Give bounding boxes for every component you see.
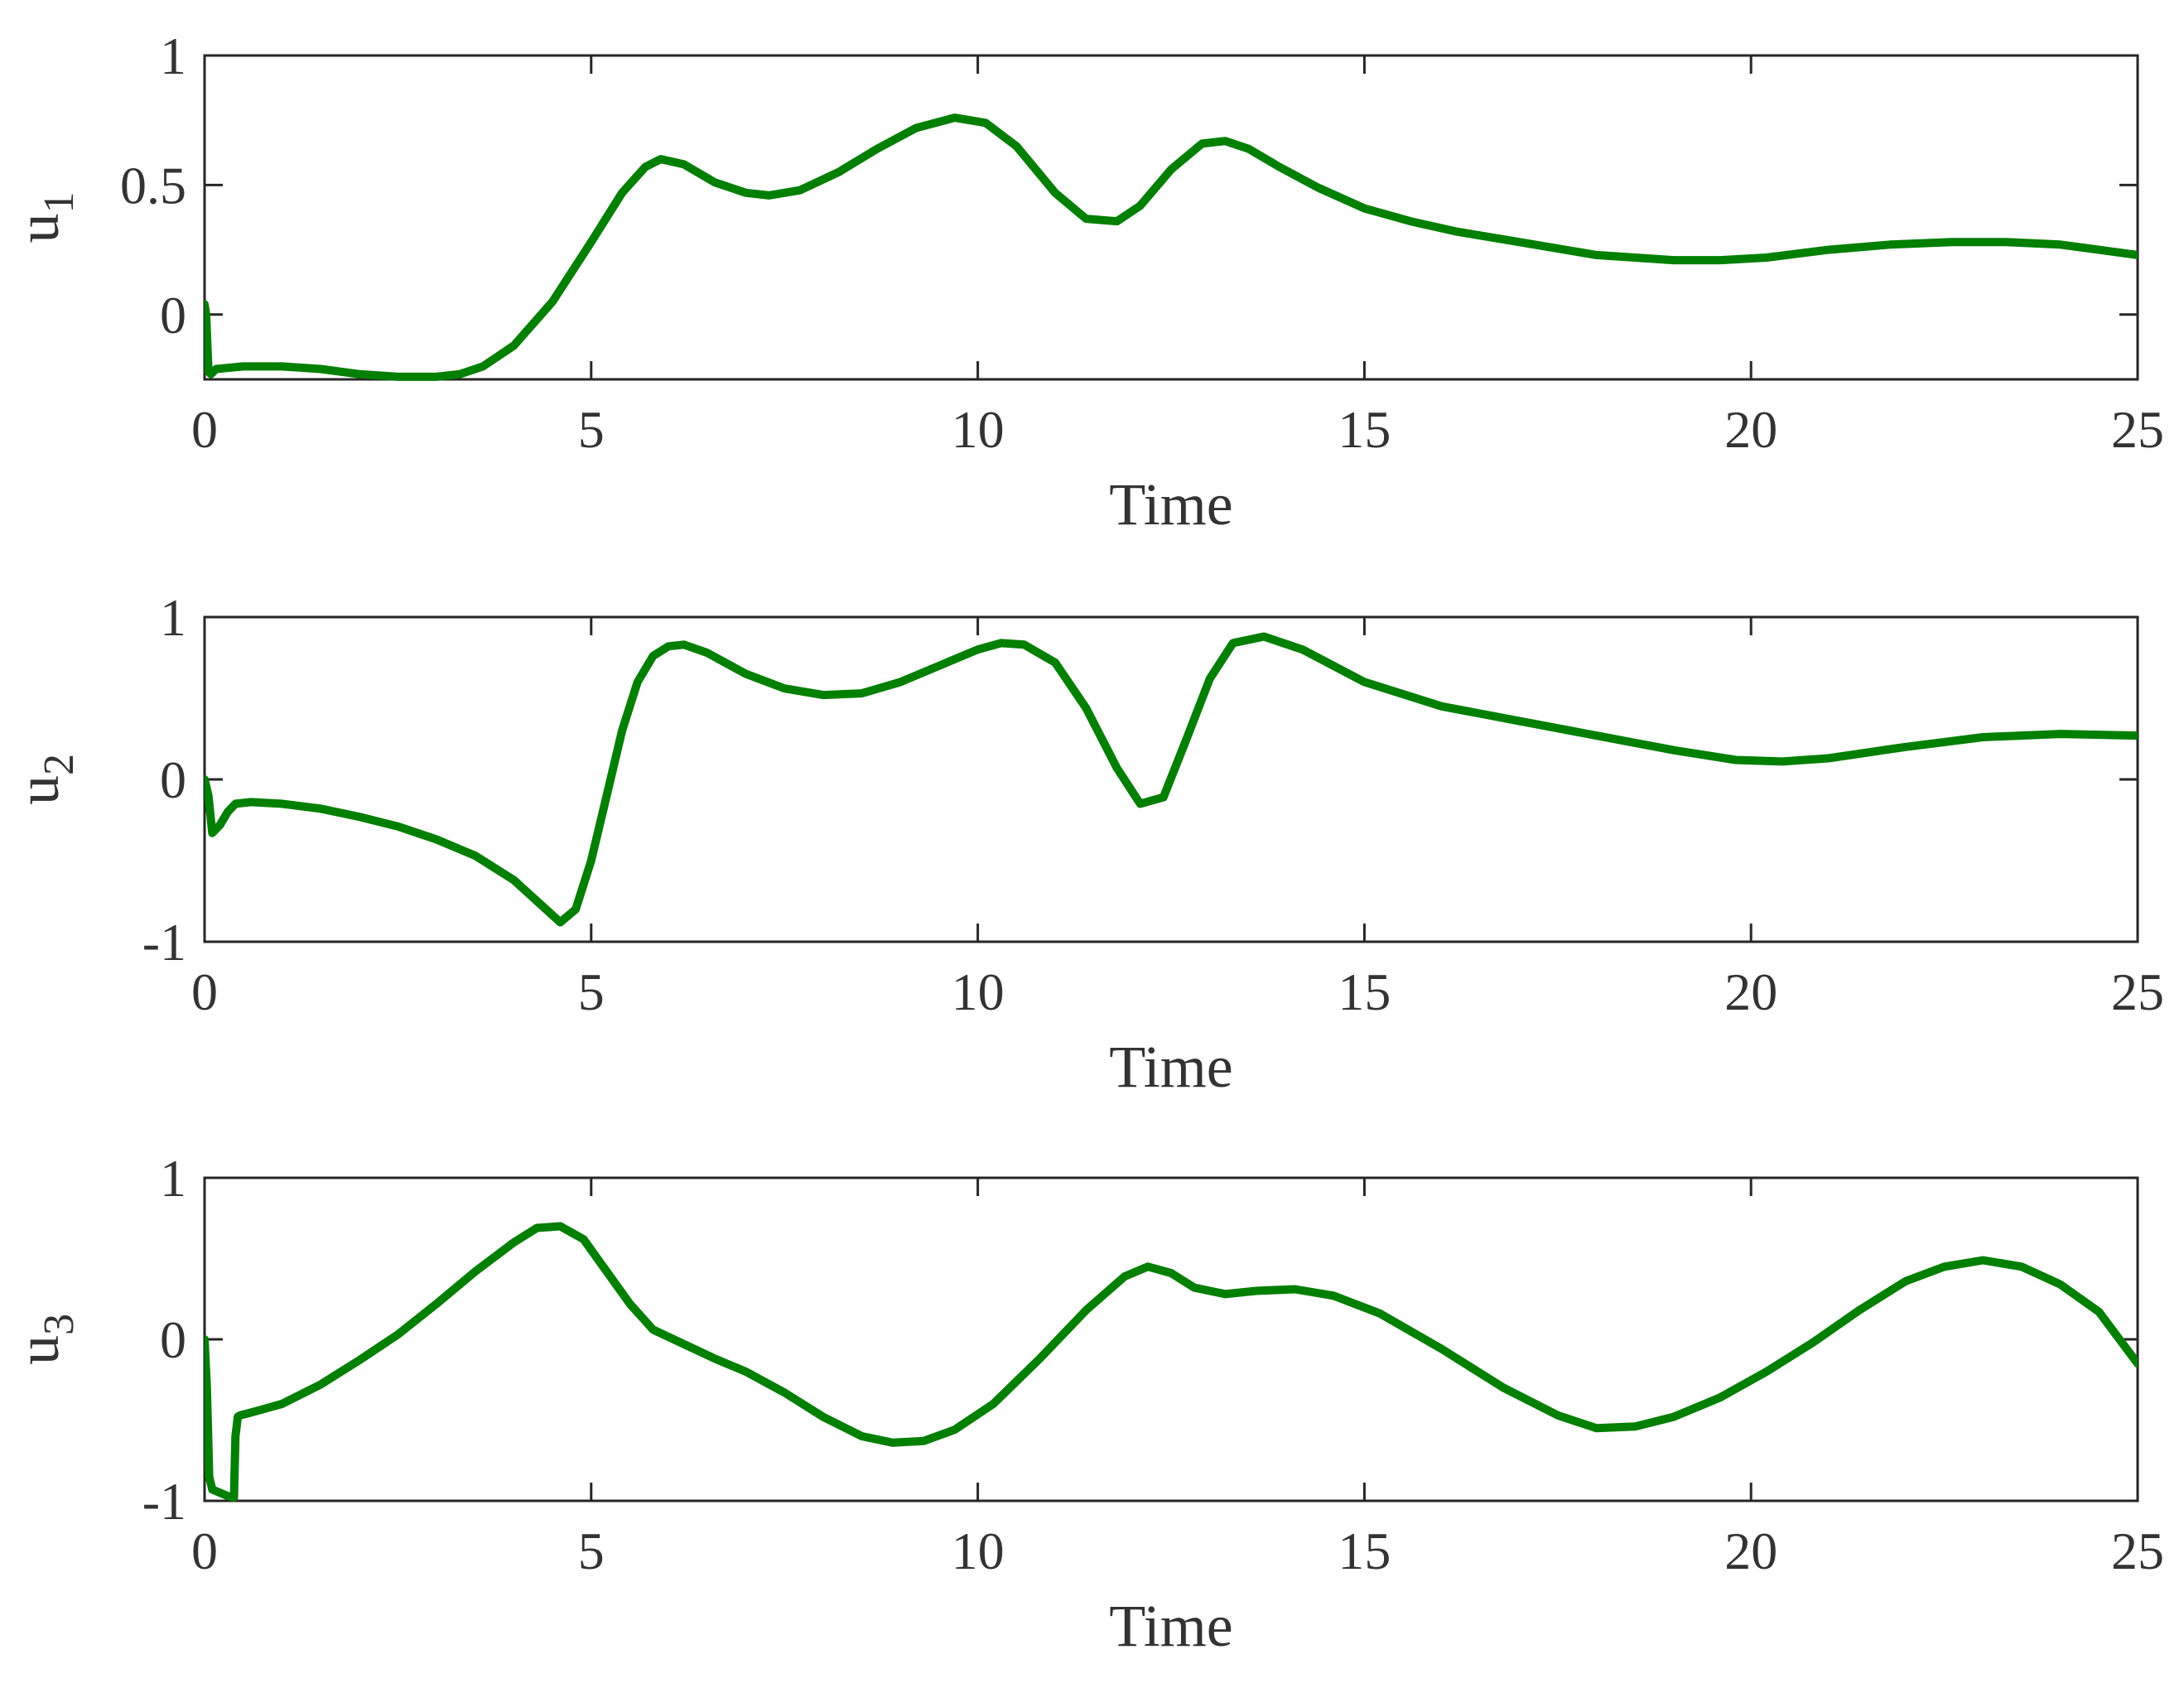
panel-2-ytick-label-1: 0 xyxy=(160,750,186,809)
panel-1-xtick-label-0: 0 xyxy=(191,400,218,459)
panel-1-ylabel-main: u xyxy=(5,214,71,244)
panel-3-ytick-label-2: 1 xyxy=(160,1149,186,1208)
panel-3-xtick-label-5: 25 xyxy=(2111,1522,2164,1580)
panel-1-xtick-label-5: 25 xyxy=(2111,400,2164,459)
panel-2-ylabel: u2 xyxy=(5,754,83,805)
panel-3-xtick-label-2: 10 xyxy=(952,1522,1005,1580)
panel-2-ytick-label-2: 1 xyxy=(160,588,186,647)
panel-2-xtick-label-2: 10 xyxy=(952,962,1005,1021)
panel-1-xlabel: Time xyxy=(1109,471,1232,538)
panel-2-xlabel: Time xyxy=(1109,1034,1232,1100)
panel-3-xtick-label-4: 20 xyxy=(1724,1522,1777,1580)
panel-3-xtick-label-0: 0 xyxy=(191,1522,218,1580)
panel-1-axes-frame xyxy=(203,54,2139,381)
panel-2-xtick-label-3: 15 xyxy=(1338,962,1391,1021)
panel-3-ylabel-sub: 3 xyxy=(36,1314,83,1335)
panel-2-xtick-label-1: 5 xyxy=(578,962,605,1021)
panel-2-xtick-label-0: 0 xyxy=(191,962,218,1021)
panel-2-xtick-label-4: 20 xyxy=(1724,962,1777,1021)
panel-1-ylabel: u1 xyxy=(5,192,83,244)
panel-3-xtick-label-3: 15 xyxy=(1338,1522,1391,1580)
panel-1-xtick-label-3: 15 xyxy=(1338,400,1391,459)
panel-3-xtick-label-1: 5 xyxy=(578,1522,605,1580)
panel-1-xtick-label-2: 10 xyxy=(952,400,1005,459)
panel-1-xtick-label-1: 5 xyxy=(578,400,605,459)
panel-3-series-line-1 xyxy=(205,1222,2138,1502)
panel-3-ylabel-main: u xyxy=(5,1335,71,1365)
panel-3-ytick-label-1: 0 xyxy=(160,1310,186,1369)
panel-3-xlabel: Time xyxy=(1109,1593,1232,1659)
panel-2-ylabel-main: u xyxy=(5,775,71,805)
panel-1-ytick-label-2: 1 xyxy=(160,27,186,85)
panel-2-series-line-1 xyxy=(205,632,2138,927)
panel-1-series-line-1 xyxy=(205,113,2138,381)
panel-3-ytick-label-0: -1 xyxy=(142,1472,186,1531)
panel-1-xtick-label-4: 20 xyxy=(1724,400,1777,459)
panel-1-ytick-label-0: 0 xyxy=(160,286,186,345)
panel-3-ylabel: u3 xyxy=(5,1314,83,1365)
panel-1-ytick-label-1: 0.5 xyxy=(120,156,186,215)
panel-2-ytick-label-0: -1 xyxy=(142,913,186,972)
panel-1-ylabel-sub: 1 xyxy=(36,192,83,214)
panel-3-axes-frame xyxy=(203,1176,2139,1502)
panel-2-ylabel-sub: 2 xyxy=(36,754,83,775)
panel-2-xtick-label-5: 25 xyxy=(2111,962,2164,1021)
